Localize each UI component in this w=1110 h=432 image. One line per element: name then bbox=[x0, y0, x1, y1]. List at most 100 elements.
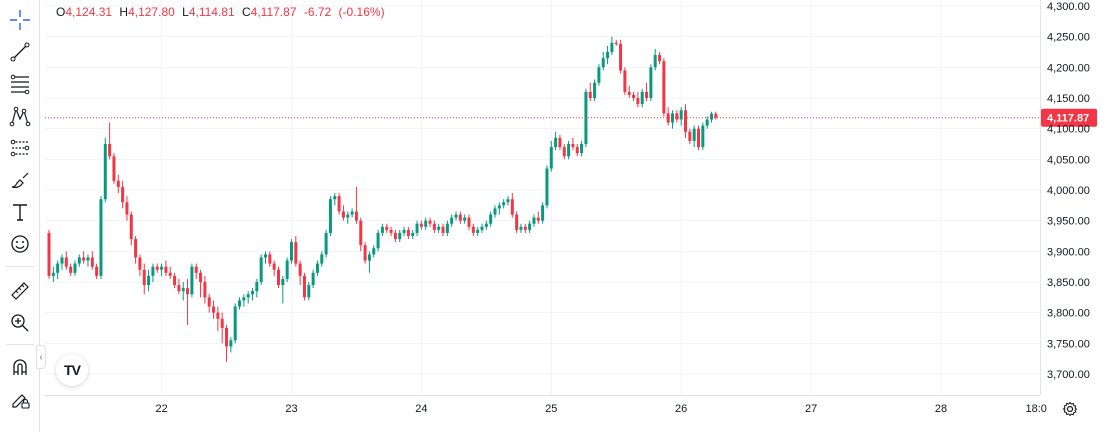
candle-body bbox=[220, 318, 224, 328]
candle-body bbox=[177, 285, 181, 292]
candle-body bbox=[367, 254, 371, 261]
brush-tool-button[interactable] bbox=[4, 164, 36, 196]
candle-down bbox=[216, 306, 220, 332]
price-axis: 3,700.00 3,750.00 3,800.00 3,850.00 3,900.00… bbox=[1040, 0, 1090, 395]
candle-up bbox=[147, 269, 151, 292]
candle-body bbox=[441, 226, 445, 233]
candle-down bbox=[393, 229, 397, 243]
candle-body bbox=[571, 144, 575, 148]
candle-up bbox=[601, 52, 605, 71]
candle-body bbox=[463, 217, 467, 221]
crosshair-tool-button[interactable] bbox=[4, 4, 36, 36]
trend-line-tool-button[interactable] bbox=[4, 36, 36, 68]
ruler-tool-button[interactable] bbox=[4, 275, 36, 307]
candle-down bbox=[142, 263, 146, 295]
y-tick-label: 4,200.00 bbox=[1047, 62, 1090, 74]
candle-body bbox=[528, 223, 532, 230]
brush-icon bbox=[11, 172, 29, 189]
candle-body bbox=[575, 147, 579, 154]
change-percent: (-0.16%) bbox=[338, 5, 385, 19]
candle-body bbox=[255, 282, 259, 292]
lock-tool-button[interactable] bbox=[4, 383, 36, 415]
candle-body bbox=[623, 70, 627, 92]
candle-up bbox=[445, 220, 449, 236]
candle-body bbox=[168, 272, 172, 276]
candle-body bbox=[523, 226, 527, 230]
emoji-tool-button[interactable] bbox=[4, 228, 36, 260]
ruler-icon bbox=[11, 282, 29, 300]
candle-up bbox=[320, 251, 324, 267]
candle-body bbox=[688, 131, 692, 141]
candle-body bbox=[363, 245, 367, 261]
candle-up bbox=[77, 254, 81, 267]
candle-body bbox=[606, 52, 610, 59]
collapse-toolbar-button[interactable]: ‹ bbox=[36, 345, 46, 369]
candle-body bbox=[541, 205, 545, 221]
pattern-tool-button[interactable] bbox=[4, 100, 36, 132]
candle-down bbox=[714, 111, 718, 120]
candle-body bbox=[73, 263, 77, 273]
text-tool-button[interactable] bbox=[4, 196, 36, 228]
candle-down bbox=[614, 39, 618, 46]
low-label: L bbox=[182, 5, 189, 19]
candle-down bbox=[129, 211, 133, 246]
candle-body bbox=[419, 223, 423, 227]
candle-down bbox=[558, 134, 562, 151]
candle-down bbox=[138, 254, 142, 276]
candle-body bbox=[77, 257, 81, 264]
candle-body bbox=[216, 312, 220, 319]
candle-up bbox=[554, 131, 558, 151]
candle-down bbox=[47, 229, 51, 279]
candle-body bbox=[181, 288, 185, 292]
candle-body bbox=[238, 300, 242, 307]
candle-body bbox=[380, 226, 384, 233]
candle-body bbox=[675, 113, 679, 120]
zoom-in-icon bbox=[11, 314, 29, 332]
candle-down bbox=[675, 110, 679, 123]
x-tick-label: 25 bbox=[545, 403, 557, 415]
zoom-tool-button[interactable] bbox=[4, 307, 36, 339]
candle-down bbox=[64, 251, 68, 270]
candle-up bbox=[350, 208, 354, 218]
tradingview-logo[interactable]: TV bbox=[56, 354, 88, 386]
logo-text: TV bbox=[64, 362, 81, 378]
candle-down bbox=[155, 263, 159, 273]
candle-body bbox=[108, 144, 112, 157]
candle-body bbox=[47, 232, 51, 276]
magnet-tool-button[interactable] bbox=[4, 351, 36, 383]
candle-body bbox=[406, 229, 410, 236]
fib-tool-button[interactable] bbox=[4, 68, 36, 100]
candle-up bbox=[51, 266, 55, 282]
chart-settings-button[interactable] bbox=[1060, 399, 1080, 419]
candle-body bbox=[411, 232, 415, 236]
candle-body bbox=[636, 98, 640, 105]
candle-up bbox=[528, 220, 532, 233]
candle-body bbox=[467, 217, 471, 227]
candle-body bbox=[502, 202, 506, 206]
position-tool-button[interactable] bbox=[4, 132, 36, 164]
candle-body bbox=[714, 113, 718, 118]
candle-body bbox=[701, 125, 705, 148]
candle-down bbox=[536, 211, 540, 224]
candle-up bbox=[367, 251, 371, 273]
candle-body bbox=[519, 226, 523, 230]
candle-body bbox=[203, 282, 207, 298]
candle-body bbox=[90, 257, 94, 267]
candle-body bbox=[121, 186, 125, 203]
candle-up bbox=[653, 48, 657, 71]
candle-up bbox=[489, 211, 493, 227]
candle-body bbox=[558, 137, 562, 148]
candle-body bbox=[207, 297, 211, 307]
candle-up bbox=[346, 211, 350, 224]
candle-down bbox=[337, 193, 341, 215]
candle-down bbox=[385, 223, 389, 233]
candle-body bbox=[493, 208, 497, 215]
emoji-icon bbox=[11, 235, 29, 253]
candle-up bbox=[60, 254, 64, 270]
candle-body bbox=[251, 291, 255, 295]
chart-grid bbox=[45, 0, 1040, 395]
candle-body bbox=[580, 144, 584, 154]
candle-down bbox=[406, 226, 410, 240]
candle-up bbox=[255, 278, 259, 298]
